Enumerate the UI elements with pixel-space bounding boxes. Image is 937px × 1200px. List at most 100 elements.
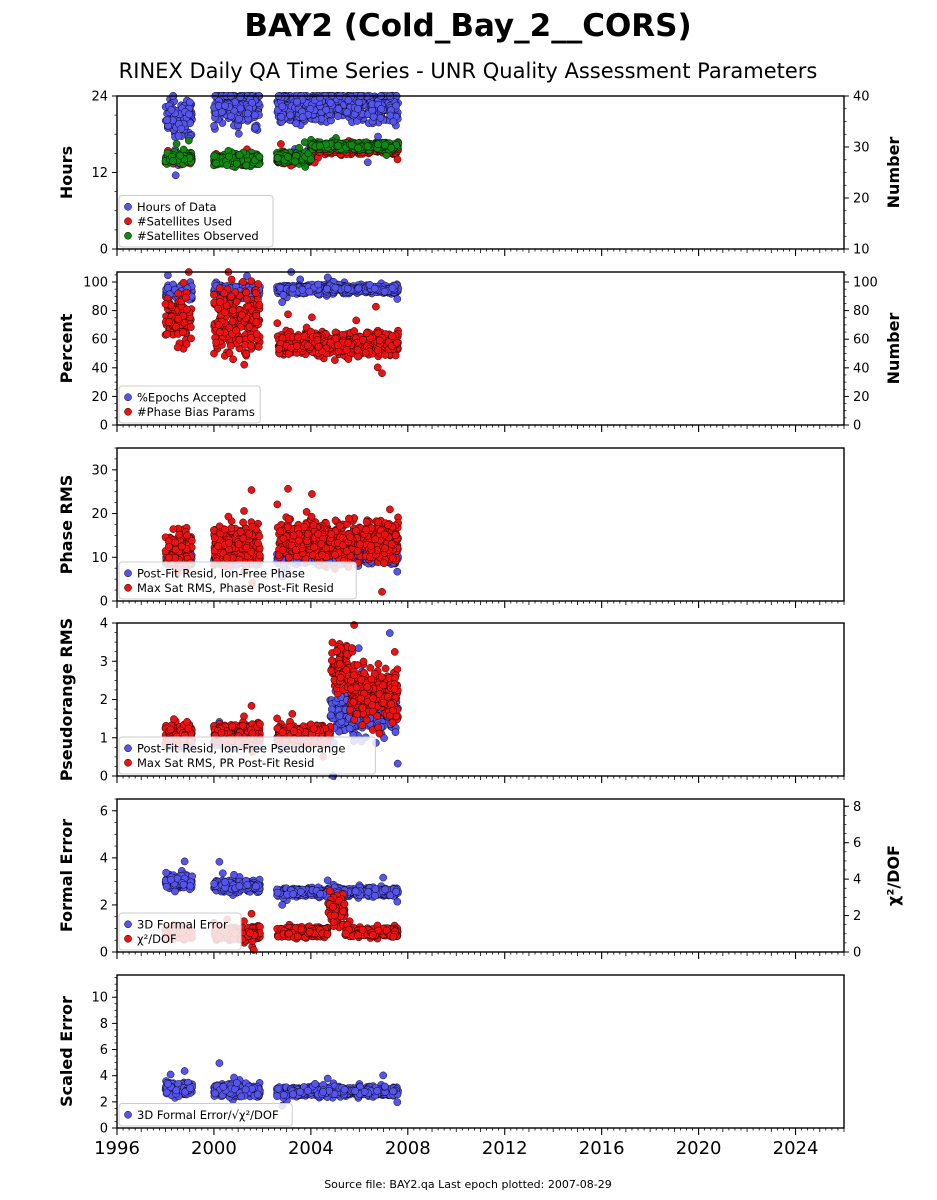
y-tick-label: 60 — [91, 333, 108, 348]
point-red — [353, 346, 362, 354]
point-blue — [322, 105, 331, 114]
y-tick-label-right: 20 — [853, 390, 870, 405]
legend-marker — [124, 231, 132, 240]
point-red — [391, 351, 400, 360]
point-blue — [286, 111, 295, 120]
point-green — [347, 141, 356, 149]
point-red — [334, 341, 342, 350]
legend: Hours of Data#Satellites Used#Satellites… — [118, 195, 274, 248]
point-red — [179, 328, 187, 337]
point-green — [184, 136, 193, 145]
point-red — [228, 317, 237, 326]
y-tick-label: 24 — [91, 90, 108, 105]
legend-marker — [124, 217, 132, 226]
legend-marker — [124, 202, 132, 211]
y-tick-label-right: 80 — [853, 304, 870, 319]
point-red — [187, 323, 195, 332]
point-red — [273, 319, 282, 328]
point-red — [393, 338, 401, 347]
point-blue — [177, 124, 186, 133]
y-axis-label: Percent — [57, 313, 76, 383]
point-red — [293, 333, 302, 342]
point-blue — [234, 129, 243, 138]
point-red — [252, 311, 261, 320]
point-red — [354, 352, 362, 361]
point-blue — [334, 104, 343, 113]
point-blue — [214, 101, 223, 110]
point-red — [229, 306, 237, 315]
point-red — [359, 335, 367, 344]
point-red — [314, 342, 323, 351]
point-red — [388, 332, 397, 341]
point-green — [354, 144, 363, 152]
point-blue — [298, 286, 307, 294]
point-blue — [334, 112, 342, 121]
point-green — [315, 141, 324, 150]
point-blue — [393, 295, 402, 303]
point-blue — [164, 271, 172, 280]
y-tick-label-right: 10 — [853, 243, 870, 258]
point-blue — [370, 284, 379, 293]
point-blue — [279, 291, 288, 299]
point-blue — [221, 101, 230, 110]
point-red — [300, 332, 309, 340]
y-axis-label-right: Number — [884, 313, 903, 385]
point-blue — [386, 111, 395, 120]
point-blue — [289, 284, 297, 293]
point-red — [247, 277, 256, 286]
point-red — [182, 340, 191, 348]
legend-entry: #Satellites Used — [137, 214, 232, 228]
point-green — [212, 159, 220, 168]
point-red — [227, 342, 235, 350]
point-red — [163, 330, 171, 338]
point-blue — [185, 110, 193, 119]
y-tick-label: 40 — [91, 361, 108, 376]
point-blue — [235, 114, 243, 123]
point-green — [169, 157, 177, 165]
point-red — [350, 327, 359, 335]
point-blue — [305, 287, 314, 296]
point-red — [240, 360, 249, 369]
y-tick-label: 20 — [91, 390, 108, 405]
point-blue — [369, 112, 378, 121]
y-axis-label-right: Number — [884, 137, 903, 209]
point-red — [375, 336, 384, 345]
point-green — [306, 155, 315, 164]
legend: %Epochs Accepted#Phase Bias Params — [118, 385, 261, 424]
point-green — [363, 142, 372, 151]
point-blue — [323, 273, 332, 282]
point-red — [393, 155, 402, 164]
point-red — [252, 318, 261, 327]
point-blue — [174, 132, 183, 140]
point-blue — [377, 104, 386, 113]
point-red — [182, 305, 191, 314]
point-red — [255, 301, 264, 310]
point-red — [237, 310, 246, 319]
point-blue — [293, 97, 301, 106]
point-blue — [331, 283, 340, 292]
y-tick-label-right: 100 — [853, 276, 878, 291]
point-green — [334, 141, 342, 150]
point-blue — [388, 284, 397, 292]
point-green — [284, 153, 292, 161]
point-red — [252, 330, 261, 338]
point-red — [227, 292, 236, 301]
point-blue — [277, 113, 286, 121]
point-green — [225, 152, 233, 161]
point-blue — [326, 99, 335, 107]
point-blue — [354, 284, 363, 293]
y-axis-label: Hours — [57, 146, 76, 199]
point-blue — [243, 109, 252, 118]
point-green — [242, 161, 251, 170]
point-blue — [376, 114, 385, 122]
point-blue — [163, 116, 171, 124]
point-blue — [315, 93, 324, 102]
point-green — [176, 151, 184, 160]
x-ticks — [116, 249, 845, 256]
y-tick-label-right: 40 — [853, 361, 870, 376]
figure-title: BAY2 (Cold_Bay_2__CORS) — [244, 8, 691, 44]
point-blue — [343, 108, 351, 117]
